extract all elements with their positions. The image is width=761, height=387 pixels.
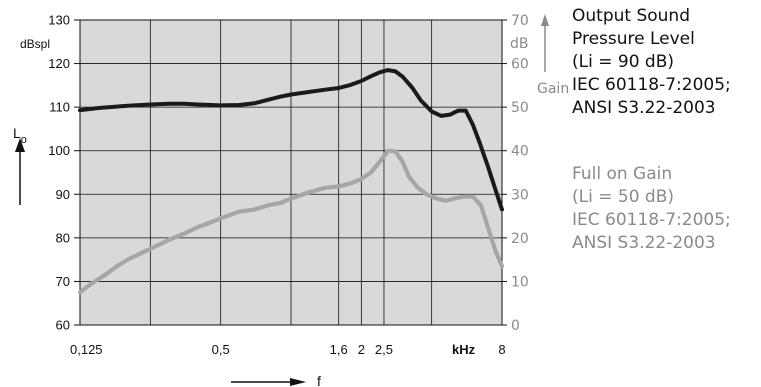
x-axis-arrowhead (290, 378, 306, 386)
right-axis-tick-label: 40 (511, 144, 529, 160)
left-axis-tick-labels: 60 70 80 90 100 110 120 130 (48, 13, 80, 333)
legend-output-line: (Li = 90 dB) (572, 52, 674, 72)
left-axis-arrowhead (15, 138, 25, 152)
x-axis-tick-label: 2 (358, 342, 365, 357)
left-axis-tick-label: 130 (48, 13, 70, 28)
legend-output-line: ANSI S3.22-2003 (572, 98, 716, 118)
x-axis-tick-label: 8 (498, 342, 505, 357)
right-axis-tick-label: 30 (511, 187, 529, 203)
x-axis-tick-label: 0,125 (70, 342, 103, 357)
legend-gain-line: ANSI S3.22-2003 (572, 233, 716, 253)
legend-gain-line: (Li = 50 dB) (572, 187, 674, 207)
legend-output-sound-pressure-level: Output Sound Pressure Level (Li = 90 dB)… (572, 5, 758, 120)
x-axis-unit-label: kHz (452, 342, 476, 357)
x-axis-tick-label: 2,5 (375, 342, 393, 357)
right-axis-tick-label: 60 (511, 57, 529, 73)
legend-gain-line: IEC 60118-7:2005; (572, 210, 731, 230)
x-axis-tick-labels: 0,125 0,5 1,6 2 2,5 8 (70, 342, 506, 357)
left-axis-tick-label: 90 (56, 187, 70, 202)
x-axis-tick-label: 1,6 (330, 342, 348, 357)
right-axis-tick-label: 70 (511, 13, 529, 29)
output-spl-curve (78, 68, 504, 212)
legend-output-line: Output Sound (572, 6, 690, 26)
right-axis-title: Gain (537, 81, 569, 97)
x-axis-tick-label: 0,5 (212, 342, 230, 357)
right-axis-tick-labels: 0 10 20 30 40 50 60 70 (502, 13, 529, 334)
left-axis-tick-label: 120 (48, 56, 70, 71)
left-axis-tick-label: 80 (56, 230, 70, 245)
legend-output-line: IEC 60118-7:2005; (572, 75, 731, 95)
right-axis-tick-label: 50 (511, 100, 529, 116)
left-axis-unit: dBspl (20, 37, 50, 51)
left-axis-symbol: Lo (13, 125, 27, 146)
left-axis-symbol-letter: L (13, 125, 21, 141)
legend-output-line: Pressure Level (572, 29, 695, 49)
series-lines (77, 68, 505, 295)
right-axis-tick-label: 20 (511, 231, 529, 247)
legend-gain-line: Full on Gain (572, 164, 673, 184)
left-axis-tick-label: 70 (56, 274, 70, 289)
left-axis-symbol-subscript: o (21, 134, 27, 146)
right-axis-tick-label: 0 (511, 318, 520, 334)
x-axis-symbol: f (317, 373, 321, 387)
left-axis-tick-label: 60 (56, 318, 70, 333)
left-axis-tick-label: 110 (49, 100, 70, 115)
legend-full-on-gain: Full on Gain (Li = 50 dB) IEC 60118-7:20… (572, 163, 758, 255)
left-axis-tick-label: 100 (48, 143, 70, 158)
full-on-gain-curve (77, 148, 505, 295)
right-axis-unit: dB (510, 36, 529, 52)
right-axis-tick-label: 10 (511, 274, 529, 290)
right-axis-arrowhead (541, 14, 549, 26)
